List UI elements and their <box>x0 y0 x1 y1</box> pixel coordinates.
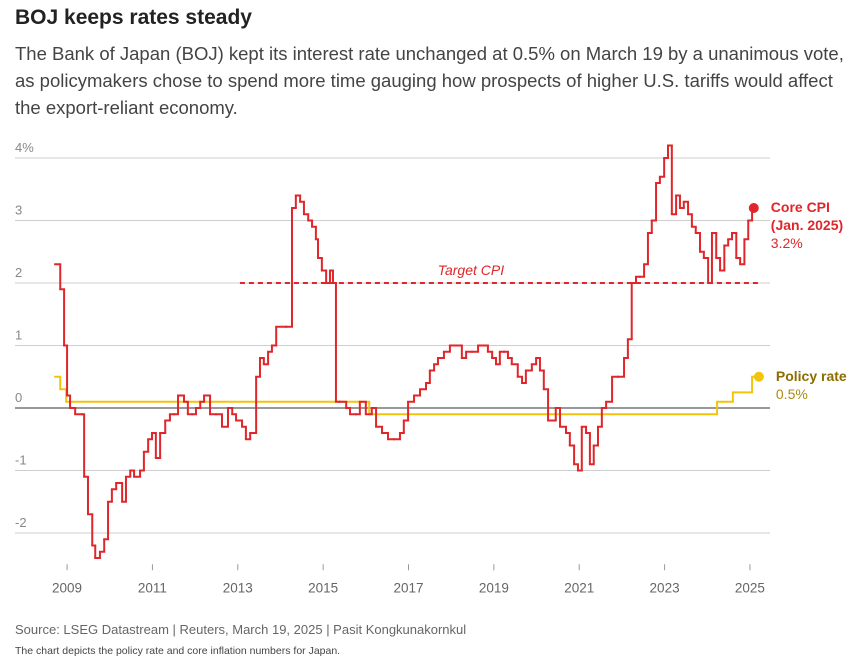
y-tick-label: 1 <box>15 328 22 343</box>
series-label: Core CPI (Jan. 2025) <box>770 199 844 233</box>
x-tick-label: 2017 <box>393 580 423 595</box>
x-tick-label: 2011 <box>138 580 167 595</box>
y-tick-label: -2 <box>15 515 27 530</box>
series-label: Policy rate <box>775 367 847 384</box>
reference-label: Target CPI <box>438 262 505 278</box>
subtitle: The Bank of Japan (BOJ) kept its interes… <box>15 43 844 118</box>
y-tick-label: 3 <box>15 203 22 218</box>
x-tick-label: 2025 <box>735 580 765 595</box>
x-tick-label: 2023 <box>650 580 680 595</box>
x-tick-label: 2009 <box>52 580 82 595</box>
end-dot <box>748 203 759 213</box>
y-tick-label: 0 <box>15 390 22 405</box>
note: The chart depicts the policy rate and co… <box>15 645 341 657</box>
x-tick-label: 2013 <box>223 580 253 595</box>
x-tick-label: 2019 <box>479 580 509 595</box>
source: Source: LSEG Datastream | Reuters, March… <box>15 622 467 637</box>
series-value: 3.2% <box>770 235 803 251</box>
x-tick-label: 2021 <box>564 580 594 595</box>
x-tick-label: 2015 <box>308 580 338 595</box>
end-dot <box>753 371 764 382</box>
series-value: 0.5% <box>775 385 808 402</box>
title: BOJ keeps rates steady <box>15 6 252 29</box>
y-tick-label: 4% <box>15 140 34 155</box>
y-tick-label: 2 <box>15 265 22 280</box>
y-tick-label: -1 <box>15 453 27 468</box>
